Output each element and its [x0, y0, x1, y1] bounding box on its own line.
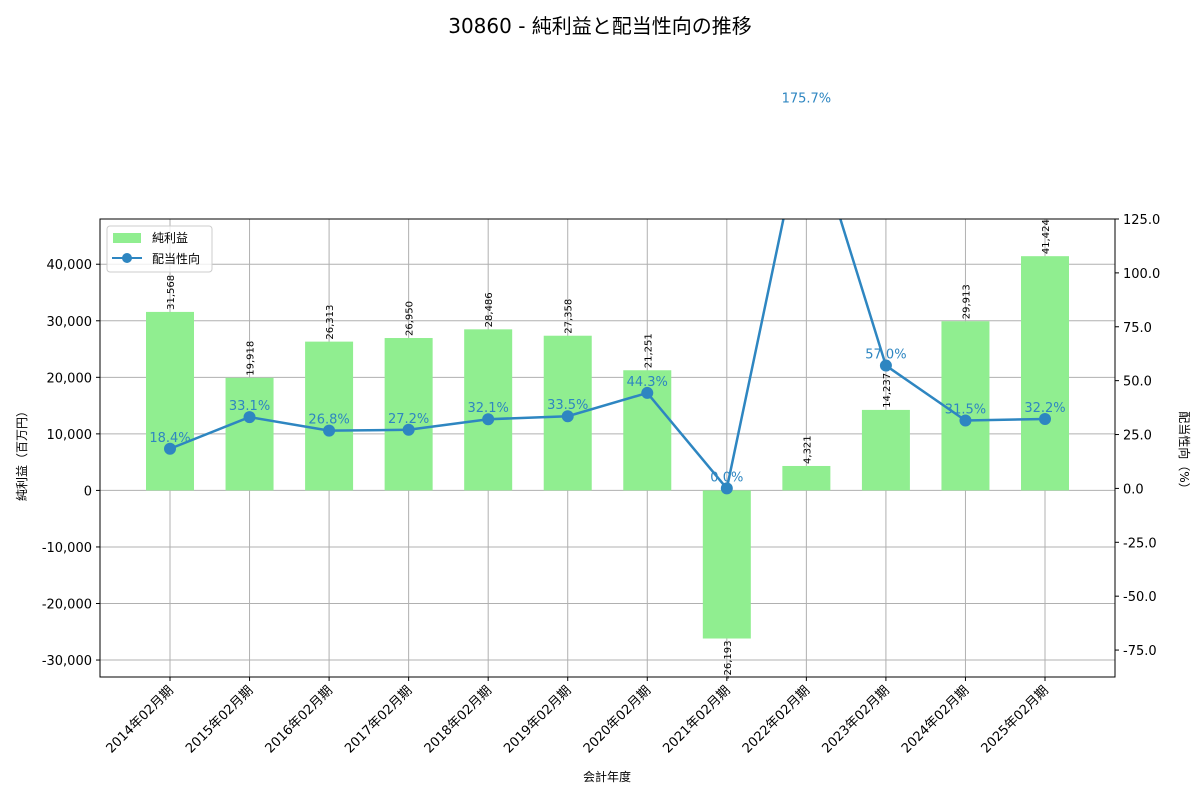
- line-marker: [164, 442, 176, 455]
- line-value-label: 33.1%: [229, 399, 270, 414]
- bar-value-label: 14,237: [882, 373, 893, 408]
- line-value-label: 32.2%: [1024, 401, 1065, 416]
- x-axis: 2014年02月期 2015年02月期 2016年02月期 2017年02月期 2018…: [104, 677, 1052, 757]
- line-marker: [1039, 413, 1051, 426]
- payout-line: [169, 219, 1046, 492]
- x-tick-label: 2020年02月期: [581, 683, 654, 756]
- left-tick-label: 30,000: [47, 315, 93, 330]
- bar-value-label: 28,486: [484, 292, 495, 327]
- line-marker: [482, 413, 495, 426]
- right-y-axis-label: 配当性向（%）: [1177, 411, 1192, 494]
- x-tick-label: 2016年02月期: [263, 683, 336, 756]
- bar: [464, 329, 513, 491]
- chart-title: 30860 - 純利益と配当性向の推移: [448, 14, 752, 38]
- legend-label-payout-ratio: 配当性向: [152, 251, 200, 266]
- left-y-axis: 40,000 30,000 20,000 10,000 0 -10,000 -20,000 -…: [42, 258, 100, 669]
- x-tick-label: 2019年02月期: [501, 683, 574, 756]
- right-tick-label: -50.0: [1123, 590, 1157, 605]
- line-value-label: 44.3%: [627, 375, 668, 390]
- right-y-axis: 125.0 100.0 75.0 50.0 25.0 0.0 -25.0 -50.0 -75.0: [1115, 213, 1160, 659]
- line-value-label: 175.7%: [782, 92, 832, 107]
- line-value-label: 33.5%: [547, 398, 588, 413]
- plot-frame: [99, 218, 1116, 678]
- line-marker: [402, 423, 415, 436]
- right-tick-label: 25.0: [1123, 429, 1152, 444]
- line-value-label: 32.1%: [468, 401, 509, 416]
- legend-marker-icon: [122, 253, 132, 263]
- line-marker: [243, 411, 256, 424]
- line-value-label: 26.8%: [308, 413, 349, 428]
- line-value-label: 57.0%: [865, 348, 906, 363]
- left-y-axis-label: 純利益（百万円）: [15, 405, 29, 501]
- bar-value-label: 41,424: [1041, 219, 1052, 254]
- left-tick-label: -20,000: [42, 597, 92, 612]
- bar: [782, 465, 831, 491]
- bar: [1021, 256, 1069, 491]
- left-tick-label: -30,000: [42, 654, 92, 669]
- line-value-label: 31.5%: [945, 403, 986, 418]
- x-tick-label: 2022年02月期: [740, 683, 813, 756]
- legend: 純利益 配当性向: [106, 225, 213, 273]
- bar: [384, 338, 433, 491]
- x-tick-label: 2014年02月期: [104, 683, 177, 756]
- x-tick-label: 2015年02月期: [183, 683, 256, 756]
- bar-value-label: 27,358: [564, 299, 575, 334]
- line-series-payout-ratio: [164, 219, 1051, 495]
- line-marker: [323, 424, 336, 437]
- bar-value-label: 29,913: [961, 284, 972, 319]
- bar: [861, 409, 910, 491]
- right-tick-label: -25.0: [1123, 536, 1157, 551]
- x-tick-label: 2021年02月期: [660, 683, 733, 756]
- x-axis-label: 会計年度: [583, 769, 631, 784]
- bar-value-labels: 31,568 19,918 26,313 26,950 28,486 27,358 21,2…: [166, 219, 1052, 679]
- left-tick-label: 20,000: [47, 371, 93, 386]
- line-marker: [959, 414, 972, 427]
- bar-series-net-income: [146, 256, 1069, 639]
- line-value-label: 0.0%: [710, 470, 743, 485]
- bar: [146, 311, 194, 491]
- line-marker: [720, 482, 733, 495]
- bar: [305, 341, 354, 491]
- line-marker: [641, 386, 654, 399]
- x-tick-label: 2024年02月期: [899, 683, 972, 756]
- right-tick-label: 125.0: [1123, 213, 1160, 228]
- right-tick-label: 75.0: [1123, 321, 1152, 336]
- left-tick-label: -10,000: [42, 541, 92, 556]
- legend-label-net-income: 純利益: [152, 231, 188, 245]
- bar-value-label: 4,321: [802, 435, 813, 464]
- x-tick-label: 2018年02月期: [422, 683, 495, 756]
- bar-value-label: 31,568: [166, 275, 177, 310]
- x-tick-label: 2023年02月期: [819, 683, 892, 756]
- x-tick-label: 2025年02月期: [979, 683, 1052, 756]
- bar: [941, 321, 990, 491]
- bar-value-label: 19,918: [246, 341, 257, 376]
- line-marker: [561, 410, 574, 423]
- bar: [225, 377, 274, 491]
- left-tick-label: 40,000: [47, 258, 93, 273]
- right-tick-label: 0.0: [1123, 482, 1144, 497]
- bar-value-label: 26,313: [325, 305, 336, 340]
- line-value-label: 18.4%: [149, 431, 190, 446]
- x-tick-label: 2017年02月期: [342, 683, 415, 756]
- left-tick-label: 0: [84, 484, 92, 499]
- right-tick-label: -75.0: [1123, 644, 1157, 659]
- right-tick-label: 100.0: [1123, 267, 1160, 282]
- left-tick-label: 10,000: [47, 428, 93, 443]
- right-tick-label: 50.0: [1123, 375, 1152, 390]
- bar-value-label: 21,251: [643, 333, 654, 368]
- legend-bar-swatch-icon: [113, 233, 141, 243]
- line-value-label: 27.2%: [388, 412, 429, 427]
- line-value-labels: 18.4% 33.1% 26.8% 27.2% 32.1% 33.5% 44.3% 0.0% 1…: [149, 92, 1065, 486]
- bar-value-label: -26,193: [723, 641, 734, 680]
- line-marker: [879, 359, 892, 372]
- bar-value-label: 26,950: [405, 301, 416, 336]
- bar: [702, 490, 751, 639]
